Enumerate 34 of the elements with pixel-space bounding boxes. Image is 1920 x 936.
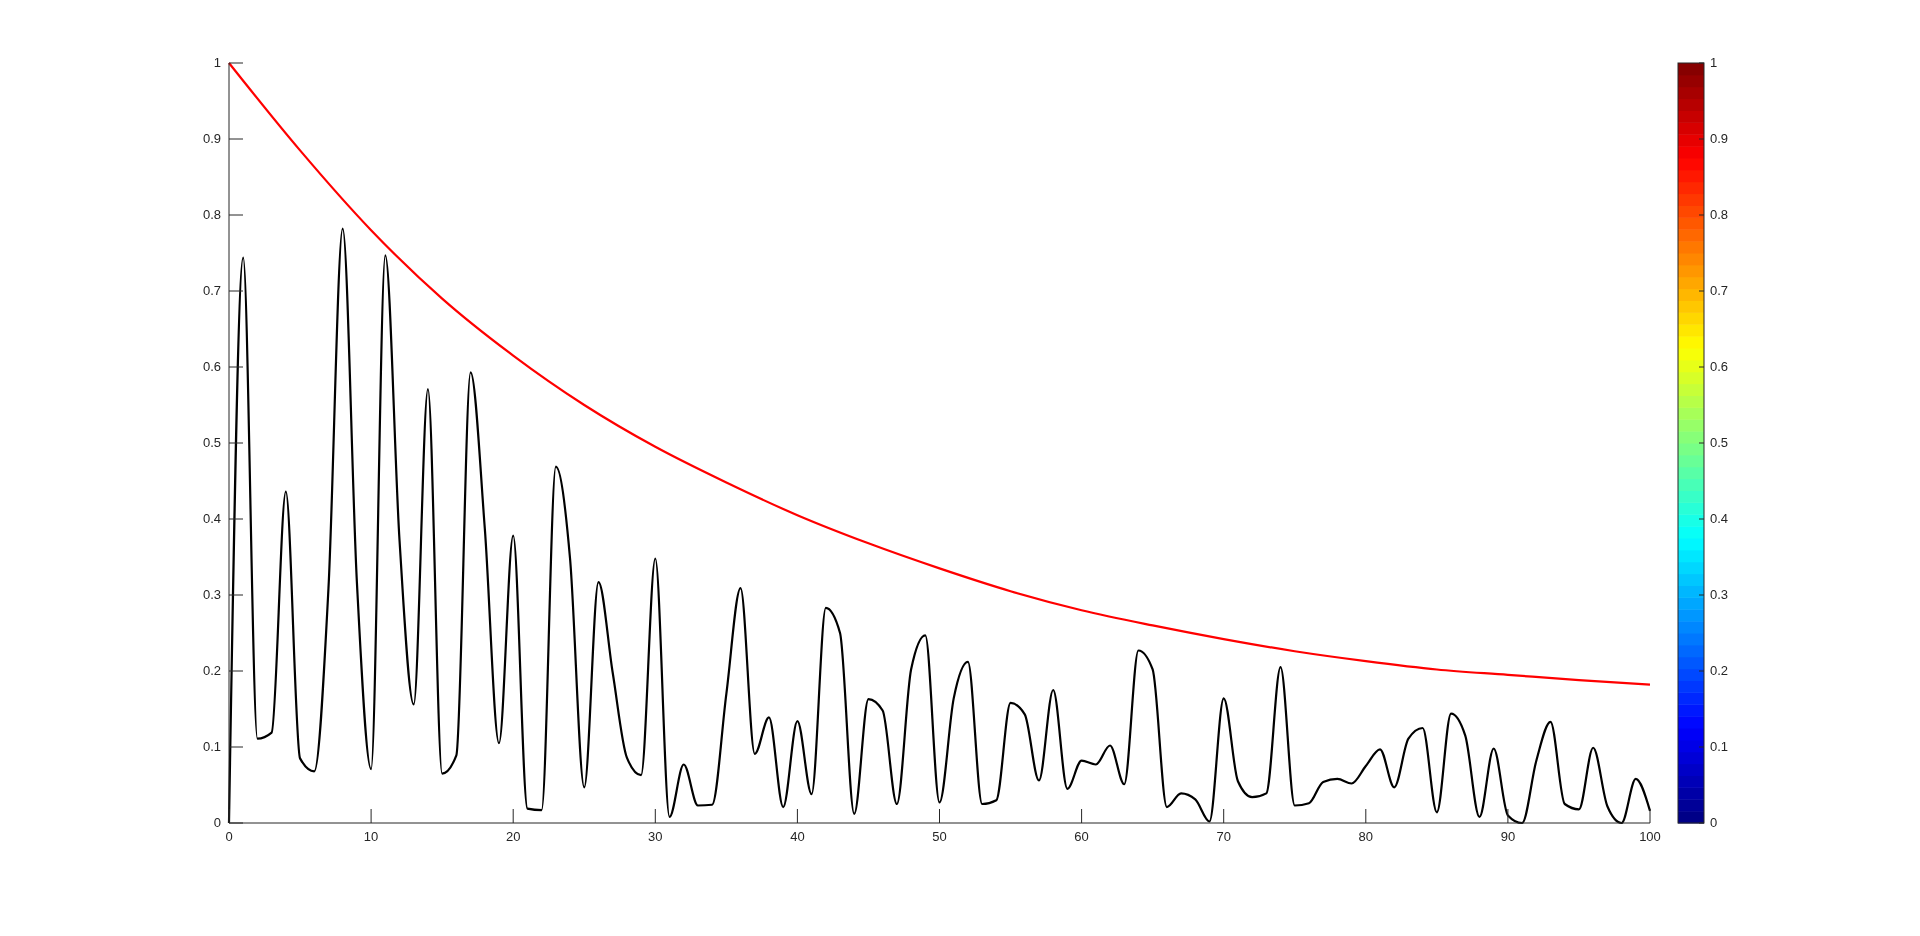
line-series [227, 61, 1652, 686]
color-bar-label: 0.7 [1710, 283, 1729, 298]
y-tick-label: 0.7 [202, 283, 221, 298]
x-tick-label: 0 [225, 829, 233, 844]
y-tick-label: 1 [213, 55, 221, 70]
y-tick-label: 0.5 [202, 435, 221, 450]
color-bar-label: 0 [1710, 815, 1718, 830]
color-bar-label: 0.2 [1710, 663, 1729, 678]
y-tick-label: 0.4 [202, 511, 221, 526]
color-bar-label: 1 [1710, 55, 1718, 70]
x-tick-label: 40 [790, 829, 805, 844]
color-bar-label: 0.4 [1710, 511, 1729, 526]
x-tick-label: 50 [932, 829, 947, 844]
y-tick-label: 0.9 [202, 131, 221, 146]
x-tick-label: 10 [363, 829, 379, 844]
x-tick-label: 100 [1639, 829, 1661, 844]
color-bar-label: 0.3 [1710, 587, 1729, 602]
y-tick-label: 0.1 [202, 739, 221, 754]
x-tick-label: 60 [1074, 829, 1089, 844]
x-tick-label: 70 [1216, 829, 1231, 844]
color-bar-label: 0.6 [1710, 359, 1729, 374]
color-bar-label: 0.8 [1710, 207, 1729, 222]
y-tick-label: 0.3 [202, 587, 221, 602]
color-bar-label: 0.5 [1710, 435, 1729, 450]
color-bar-label: 0.9 [1710, 131, 1729, 146]
x-tick-label: 80 [1358, 829, 1374, 844]
y-tick-label: 0.6 [202, 359, 221, 374]
x-tick-label: 30 [648, 829, 663, 844]
color-bar-label: 0.1 [1710, 739, 1729, 754]
y-tick-label: 0.8 [202, 207, 221, 222]
y-tick-label: 0 [213, 815, 221, 830]
x-tick-label: 90 [1500, 829, 1516, 844]
x-tick-label: 20 [505, 829, 521, 844]
y-tick-label: 0.2 [202, 663, 221, 678]
